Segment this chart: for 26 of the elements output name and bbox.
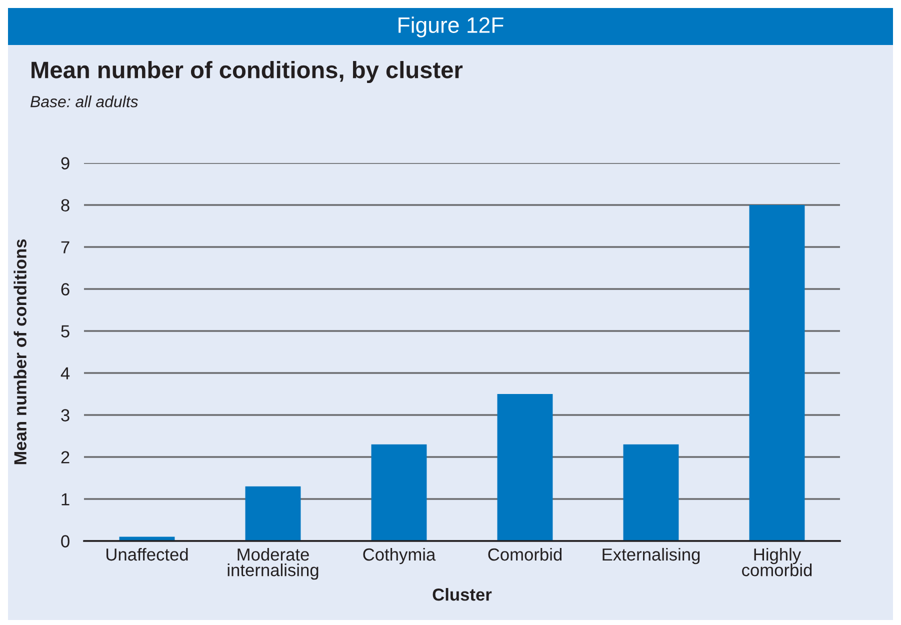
y-tick-label: 7 bbox=[61, 241, 70, 254]
x-tick-label: Cothymia bbox=[363, 548, 436, 564]
x-tick-label: Unaffected bbox=[106, 548, 188, 561]
y-tick-label: 3 bbox=[61, 409, 70, 422]
y-tick-label: 5 bbox=[61, 325, 70, 338]
bar bbox=[623, 444, 679, 541]
y-tick-label: 1 bbox=[62, 493, 70, 506]
caption: Figure 12F bbox=[398, 16, 504, 38]
x-tick-label: Highly comorbid bbox=[742, 548, 812, 576]
y-tick-label: 8 bbox=[61, 199, 70, 212]
bar bbox=[371, 444, 427, 541]
y-tick-label: 2 bbox=[61, 451, 70, 464]
y-tick-label: 0 bbox=[61, 535, 70, 548]
x-tick-label: Moderate internalising bbox=[228, 548, 318, 580]
bar bbox=[497, 394, 553, 541]
x-axis-title: Cluster bbox=[432, 588, 492, 601]
y-tick-label: 6 bbox=[61, 283, 70, 296]
chart-title: Mean number of conditions, by cluster bbox=[32, 60, 463, 84]
y-tick-label: 4 bbox=[60, 367, 70, 380]
x-tick-label: Externalising bbox=[602, 548, 700, 564]
bar bbox=[245, 486, 301, 541]
x-tick-label: Comorbid bbox=[488, 548, 562, 561]
bar bbox=[749, 205, 805, 541]
y-axis-title: Mean number of conditions bbox=[14, 239, 26, 464]
y-tick-label: 9 bbox=[61, 157, 70, 170]
chart-subtitle: Base: all adults bbox=[30, 96, 138, 108]
